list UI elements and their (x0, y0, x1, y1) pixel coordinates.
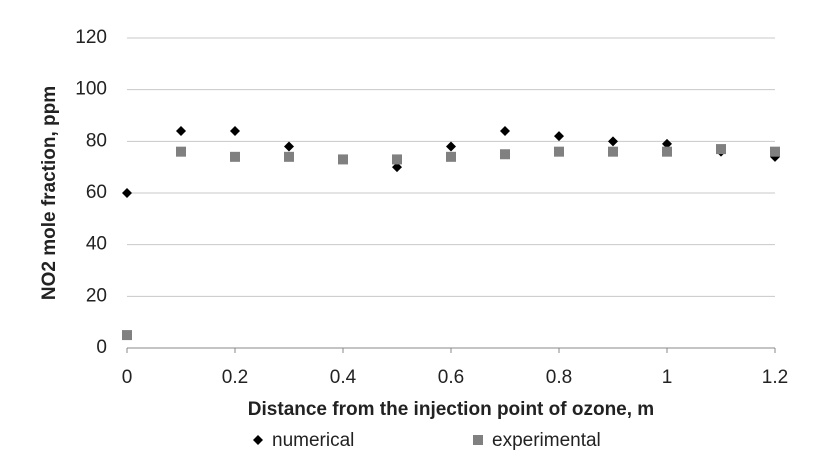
point (554, 131, 564, 142)
y-tick-label: 120 (75, 27, 107, 48)
point (716, 144, 726, 155)
legend-label: experimental (492, 430, 601, 451)
y-tick-label: 100 (75, 79, 107, 100)
point (392, 162, 402, 173)
y-tick-label: 40 (86, 234, 107, 255)
x-tick-label: 0.4 (330, 367, 357, 388)
x-tick-label: 0 (122, 367, 133, 388)
point (608, 136, 618, 147)
point (176, 146, 186, 157)
point (230, 126, 240, 136)
point (122, 188, 132, 198)
x-tick-label: 1 (662, 367, 673, 388)
x-tick-label: 0.8 (546, 367, 572, 388)
point (608, 146, 618, 157)
point (446, 141, 456, 152)
legend-marker (253, 435, 263, 445)
y-tick-label: 0 (96, 337, 107, 358)
point (500, 126, 510, 136)
point (284, 151, 294, 162)
point (176, 126, 186, 136)
point (446, 151, 456, 162)
point (338, 154, 348, 165)
point (770, 146, 780, 157)
point (662, 146, 672, 157)
x-axis-title: Distance from the injection point of ozo… (248, 399, 654, 420)
x-tick-label: 1.2 (762, 367, 788, 388)
y-tick-label: 60 (86, 182, 107, 203)
point (500, 149, 510, 160)
x-tick-label: 0.6 (438, 367, 464, 388)
y-tick-label: 20 (86, 285, 107, 306)
y-axis-title: NO2 mole fraction, ppm (39, 86, 60, 300)
x-tick-label: 0.2 (222, 367, 248, 388)
y-tick-label: 80 (86, 130, 107, 151)
point (662, 138, 672, 149)
point (122, 330, 132, 341)
legend-marker (473, 435, 483, 445)
point (554, 146, 564, 157)
point (230, 151, 240, 162)
point (284, 141, 294, 152)
point (392, 154, 402, 165)
legend-label: numerical (272, 430, 354, 451)
